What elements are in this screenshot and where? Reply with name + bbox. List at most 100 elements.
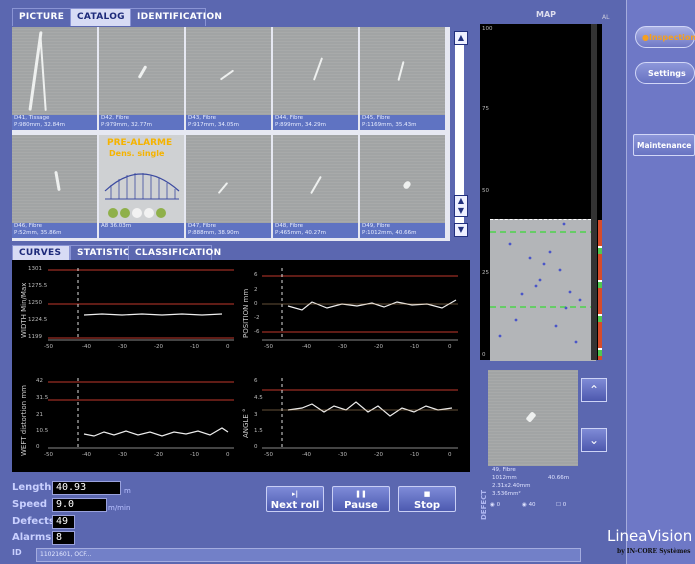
defect-option2[interactable]: ◉ 40 <box>522 502 536 508</box>
tab-picture[interactable]: PICTURE <box>12 8 72 26</box>
tab-statistics[interactable]: STATISTICS <box>70 245 137 261</box>
defect-image <box>273 27 358 115</box>
x-tick: 0 <box>226 344 230 350</box>
x-tick: -20 <box>374 452 383 458</box>
position-plot <box>262 268 458 341</box>
map-green-line <box>490 306 596 308</box>
tab-catalog[interactable]: CATALOG <box>70 8 132 26</box>
tab-classification[interactable]: CLASSIFICATION <box>128 245 221 261</box>
defect-line4: 3.536mm² <box>492 491 521 497</box>
catalog-item[interactable]: D49, Fibre P:1012mm, 40.66m <box>360 135 445 238</box>
catalog-item[interactable]: D47, Fibre P:888mm, 38.90m <box>186 135 271 238</box>
next-defect-button[interactable]: ⌄ <box>581 428 607 452</box>
item-type: A8 36.03m <box>101 223 132 229</box>
catalog-item[interactable]: D43, Fibre P:917mm, 34.05m <box>186 27 271 130</box>
x-tick: -40 <box>82 344 91 350</box>
tick-label: 1250 <box>28 300 42 306</box>
catalog-scrollbar[interactable]: ▲ ▲ ▼ ▼ <box>452 27 468 241</box>
item-position: P:1169mm, 35.43m <box>362 122 417 128</box>
x-tick: -40 <box>82 452 91 458</box>
tick-label: 31.5 <box>36 395 49 401</box>
item-position: P:1012mm, 40.66m <box>362 230 417 236</box>
pause-icon: ❚❚ <box>355 490 367 498</box>
curves-panel: WIDTH Min/Max POSITION mm WEFT distortio… <box>12 260 470 472</box>
tick-label: 0 <box>36 444 40 450</box>
map-ytick: 75 <box>482 106 489 112</box>
catalog-item[interactable]: D46, Fibre P:52mm, 35.86m <box>12 135 97 238</box>
tick-label: 1199 <box>28 334 42 340</box>
right-sidebar: ●Inspection Settings Maintenance LineaVi… <box>607 0 695 564</box>
item-type: D41, Tissage <box>14 115 50 121</box>
map-column <box>591 24 597 360</box>
curves-canvas <box>48 268 458 449</box>
defects-label: Defects <box>12 516 55 527</box>
x-tick: -20 <box>154 452 163 458</box>
x-tick: -40 <box>302 344 311 350</box>
inspection-button[interactable]: ●Inspection <box>635 26 695 48</box>
radio-icon: ● <box>642 33 649 42</box>
alarms-label: Alarms <box>12 532 52 543</box>
defect-map[interactable]: 100 75 50 25 0 <box>480 24 602 361</box>
defect-image <box>99 27 184 115</box>
item-type: D48, Fibre <box>275 223 304 229</box>
catalog-item[interactable]: D48, Fibre P:465mm, 40.27m <box>273 135 358 238</box>
tab-identification[interactable]: IDENTIFICATION <box>130 8 222 26</box>
defect-image <box>360 135 445 223</box>
defect-option3[interactable]: ☐ 0 <box>556 502 567 508</box>
length-unit: m <box>124 487 131 495</box>
map-ytick: 50 <box>482 188 489 194</box>
brand-subtitle: by IN-CORE Systèmes <box>617 548 691 555</box>
scroll-up-icon[interactable]: ▲ <box>454 31 468 45</box>
tick-label: 4.5 <box>254 395 263 401</box>
speed-unit: m/min <box>108 504 131 512</box>
catalog-item[interactable]: D42, Fibre P:979mm, 32.77m <box>99 27 184 130</box>
catalog-item[interactable]: D44, Fibre P:899mm, 34.29m <box>273 27 358 130</box>
x-tick: -50 <box>44 344 53 350</box>
defect-image <box>273 135 358 223</box>
map-defect-points <box>498 222 582 344</box>
x-tick: -50 <box>264 344 273 350</box>
x-tick: 0 <box>226 452 230 458</box>
defect-vertical-label: DEFECT <box>480 489 488 520</box>
map-green-line <box>490 231 596 233</box>
top-tabbar: PICTURE CATALOG IDENTIFICATION <box>0 8 470 26</box>
map-ytick: 100 <box>482 26 493 32</box>
defect-line2: 1012mm <box>492 475 517 481</box>
id-field: 11021601, OCF... <box>36 548 581 562</box>
tick-label: 6 <box>254 272 258 278</box>
alarm-item[interactable]: PRE-ALARME Dens. single A8 36.03m <box>99 135 184 238</box>
tick-label: 42 <box>36 378 43 384</box>
item-position: P:979mm, 32.77m <box>101 122 152 128</box>
tab-curves[interactable]: CURVES <box>12 245 70 261</box>
map-ytick: 25 <box>482 270 489 276</box>
defects-value: 49 <box>52 515 75 529</box>
pause-button[interactable]: ❚❚ Pause <box>332 486 390 512</box>
maintenance-button[interactable]: Maintenance <box>633 134 695 156</box>
length-label: Length <box>12 482 52 493</box>
x-tick: -20 <box>374 344 383 350</box>
next-roll-button[interactable]: ▸| Next roll <box>266 486 324 512</box>
prev-defect-button[interactable]: ⌃ <box>581 378 607 402</box>
brand-logo: LineaVision <box>607 527 693 545</box>
scroll-thumb[interactable]: ▲ ▼ <box>454 195 468 217</box>
width-plot <box>48 268 234 341</box>
tick-label: 3 <box>254 412 258 418</box>
x-tick: -30 <box>118 344 127 350</box>
defect-option1[interactable]: ◉ 0 <box>490 502 501 508</box>
defect-image <box>12 135 97 223</box>
defect-image <box>12 27 97 115</box>
defect-line3: 2.31x2.40mm <box>492 483 531 489</box>
weft-plot <box>48 378 234 449</box>
scroll-down-icon[interactable]: ▼ <box>454 223 468 237</box>
stop-button[interactable]: ■ Stop <box>398 486 456 512</box>
catalog-item[interactable]: D45, Fibre P:1169mm, 35.43m <box>360 27 445 130</box>
weft-ylabel: WEFT distortion mm <box>20 385 28 456</box>
defect-detail-image <box>488 370 578 466</box>
chevron-down-icon: ⌄ <box>588 433 600 447</box>
tick-label: 21 <box>36 412 43 418</box>
catalog-item[interactable]: D41, Tissage P:980mm, 32.84m <box>12 27 97 130</box>
settings-button[interactable]: Settings <box>635 62 695 84</box>
alarm-gauge-icon <box>104 173 180 218</box>
scroll-track[interactable] <box>455 45 464 223</box>
x-tick: -50 <box>264 452 273 458</box>
